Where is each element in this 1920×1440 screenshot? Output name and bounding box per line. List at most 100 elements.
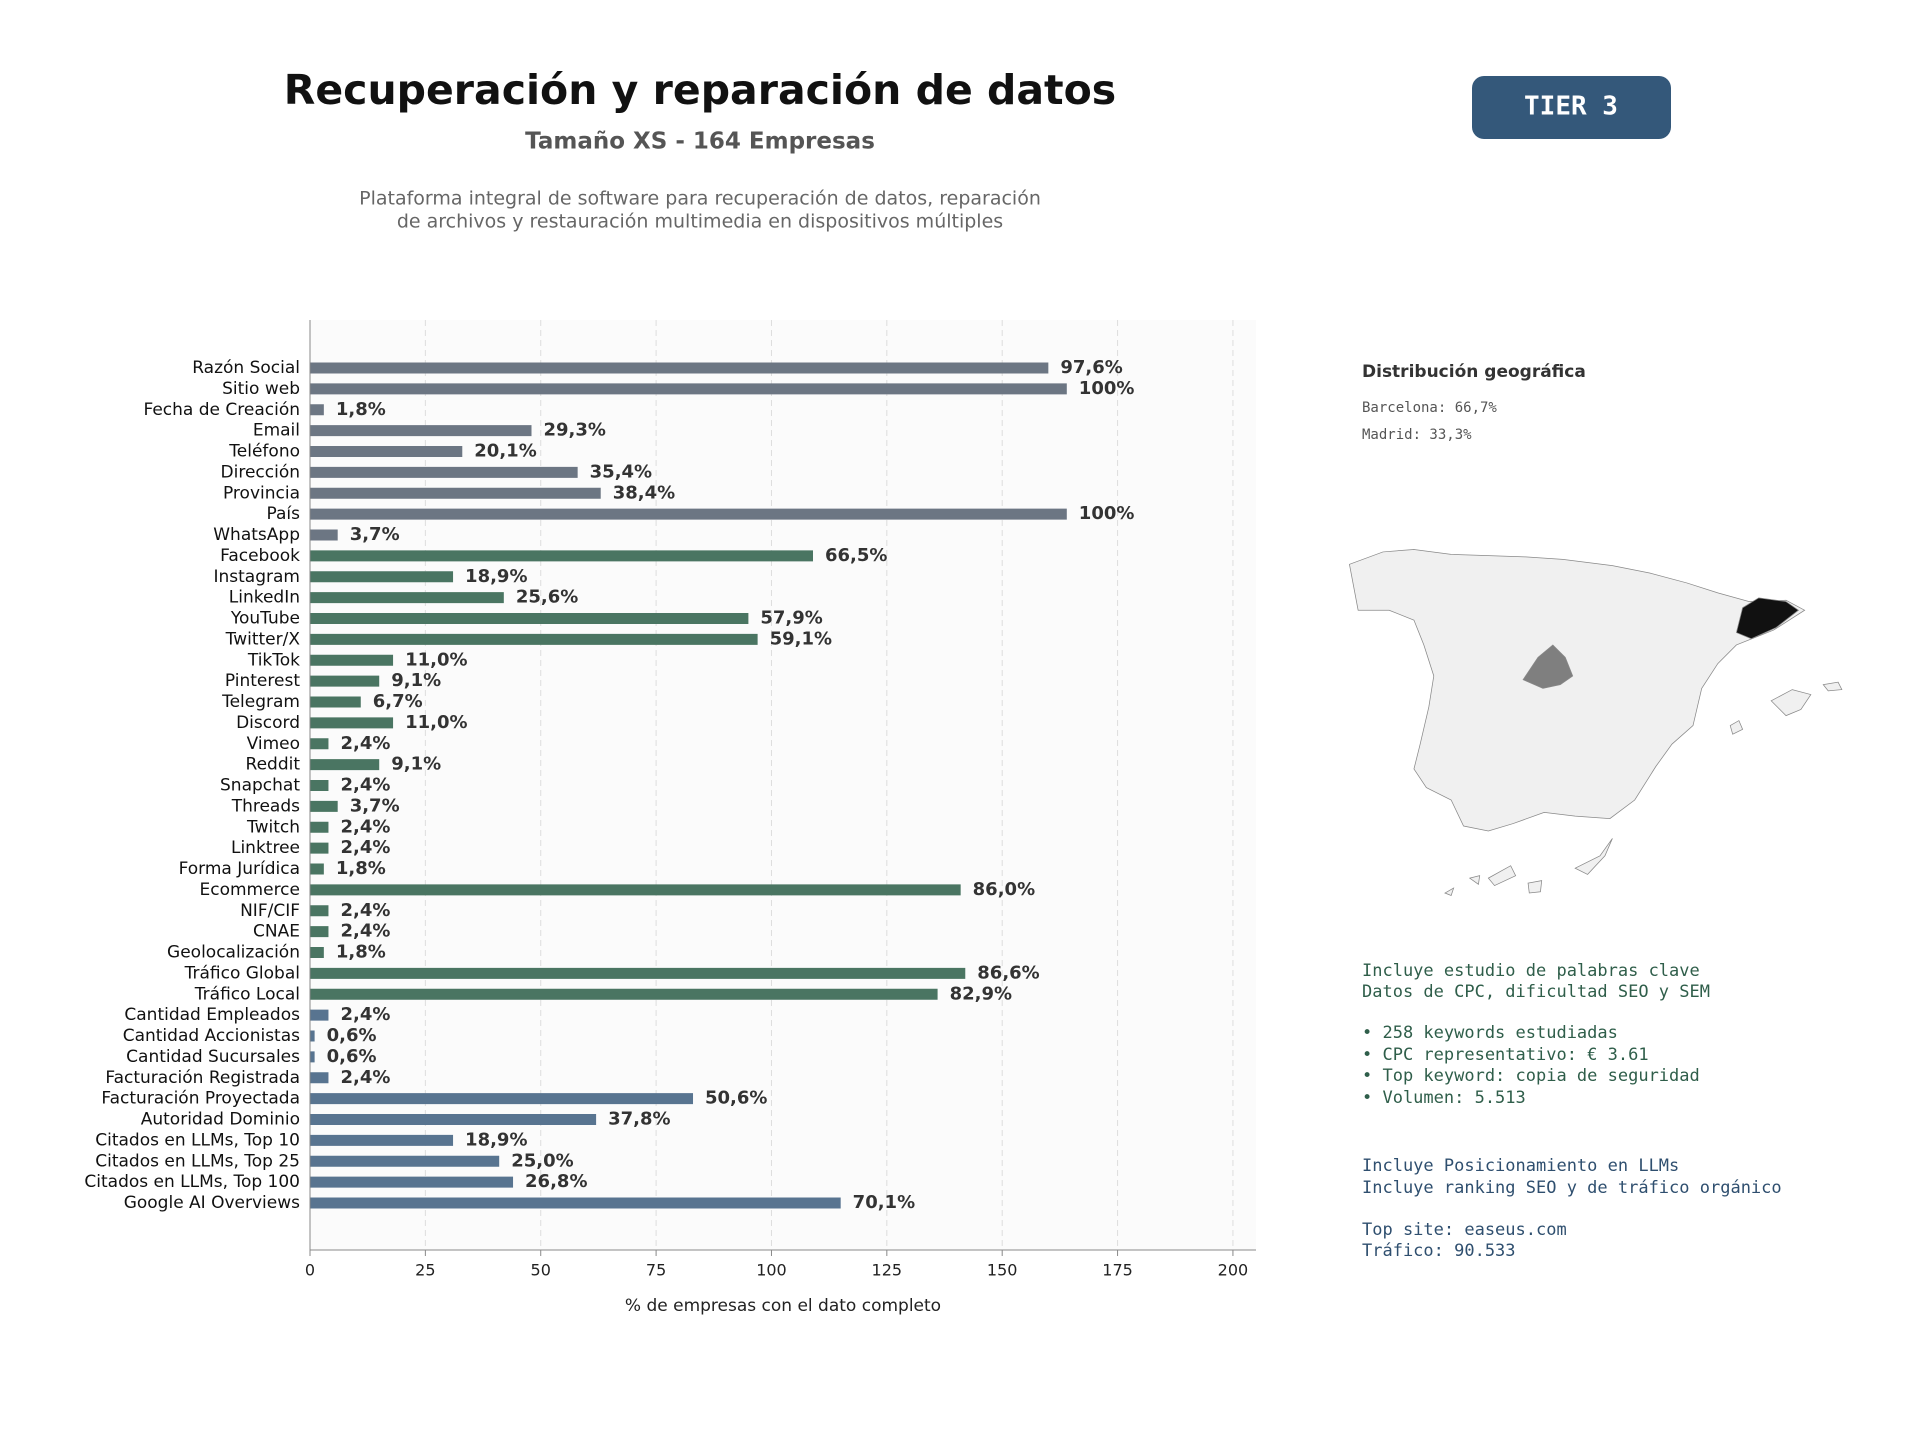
y-tick-label: Forma Jurídica <box>179 859 300 879</box>
value-label: 9,1% <box>391 754 441 775</box>
value-label: 2,4% <box>340 775 390 796</box>
badge-box <box>1472 76 1671 139</box>
y-tick-label: Teléfono <box>228 442 300 462</box>
bar <box>310 1114 597 1125</box>
bar <box>310 1009 329 1021</box>
bar <box>310 821 329 833</box>
x-tick-label: 75 <box>646 1261 666 1280</box>
value-label: 59,1% <box>770 628 832 649</box>
islands <box>1444 838 1613 896</box>
bar <box>310 675 380 687</box>
y-tick-label: Facebook <box>220 546 300 566</box>
y-tick-label: Threads <box>231 796 300 816</box>
y-tick-label: NIF/CIF <box>240 901 300 921</box>
bar <box>310 780 329 791</box>
value-label: 25,6% <box>516 587 578 608</box>
x-axis-label: % de empresas con el dato completo <box>625 1296 941 1316</box>
y-tick-label: Linktree <box>231 838 300 858</box>
bar <box>310 1030 315 1042</box>
bar <box>310 508 1067 520</box>
value-label: 20,1% <box>474 441 536 462</box>
keyword-note: • Top keyword: copia de seguridad <box>1362 1066 1700 1086</box>
y-tick-label: Cantidad Empleados <box>124 1005 300 1025</box>
bar <box>310 905 329 917</box>
keyword-note: • CPC representativo: € 3.61 <box>1362 1045 1649 1065</box>
y-tick-label: Email <box>253 421 300 441</box>
value-label: 29,3% <box>544 420 606 441</box>
bar <box>310 842 329 854</box>
x-tick-label: 50 <box>531 1261 551 1280</box>
y-tick-label: Geolocalización <box>167 943 300 963</box>
value-label: 2,4% <box>340 1004 390 1025</box>
y-tick-label: TikTok <box>247 650 300 670</box>
y-tick-label: Discord <box>236 713 300 733</box>
value-label: 1,8% <box>336 942 386 963</box>
y-tick-label: Telegram <box>221 692 300 712</box>
bar <box>310 383 1067 395</box>
bar <box>310 404 324 416</box>
value-label: 11,0% <box>405 712 467 733</box>
madrid <box>1522 644 1574 689</box>
y-tick-label: Dirección <box>221 462 300 482</box>
y-tick-label: Snapchat <box>220 776 300 796</box>
value-label: 57,9% <box>760 608 822 629</box>
bar <box>310 717 394 729</box>
value-label: 70,1% <box>853 1192 915 1213</box>
bar <box>310 1051 315 1063</box>
value-label: 26,8% <box>525 1171 587 1192</box>
y-tick-label: Twitch <box>246 817 300 837</box>
y-tick-label: Pinterest <box>225 671 300 691</box>
y-tick-label: Google AI Overviews <box>124 1193 300 1213</box>
bar <box>310 1093 694 1105</box>
bar <box>310 1155 500 1167</box>
value-label: 2,4% <box>340 1067 390 1088</box>
bar <box>310 1176 514 1188</box>
bar <box>310 863 324 875</box>
bar <box>310 738 329 750</box>
bar <box>310 800 338 812</box>
bar <box>310 362 1049 374</box>
value-label: 100% <box>1079 503 1135 524</box>
value-label: 100% <box>1079 378 1135 399</box>
y-tick-label: CNAE <box>253 922 300 942</box>
geo-item: Madrid: 33,3% <box>1362 427 1472 443</box>
bar <box>310 613 749 624</box>
x-tick-label: 125 <box>872 1261 903 1280</box>
value-label: 18,9% <box>465 566 527 587</box>
description: de archivos y restauración multimedia en… <box>397 211 1003 233</box>
x-tick-label: 150 <box>987 1261 1018 1280</box>
value-label: 2,4% <box>340 837 390 858</box>
value-label: 82,9% <box>950 983 1012 1004</box>
y-tick-label: Vimeo <box>247 734 300 754</box>
y-tick-label: Twitter/X <box>225 629 301 649</box>
bar <box>310 425 532 437</box>
value-label: 2,4% <box>340 921 390 942</box>
value-label: 3,7% <box>350 795 400 816</box>
badge: TIER 3 <box>1524 92 1618 122</box>
y-tick-label: Autoridad Dominio <box>141 1110 300 1130</box>
llm-note: Incluye Posicionamiento en LLMs <box>1362 1156 1679 1176</box>
y-tick-label: Ecommerce <box>200 880 301 900</box>
y-tick-label: Citados en LLMs, Top 25 <box>95 1151 300 1171</box>
x-tick-label: 25 <box>415 1261 435 1280</box>
bar <box>310 633 758 645</box>
barcelona <box>1735 597 1800 640</box>
value-label: 86,0% <box>973 879 1035 900</box>
y-tick-label: Cantidad Sucursales <box>126 1047 300 1067</box>
y-tick-label: País <box>267 504 301 524</box>
value-label: 97,6% <box>1060 357 1122 378</box>
y-tick-label: Tráfico Local <box>194 984 300 1004</box>
bar <box>310 1072 329 1084</box>
islands <box>1729 681 1843 735</box>
bar <box>310 571 454 583</box>
value-label: 1,8% <box>336 399 386 420</box>
y-tick-label: Tráfico Global <box>184 963 300 983</box>
y-tick-label: YouTube <box>230 609 300 629</box>
y-tick-label: Fecha de Creación <box>143 400 300 420</box>
subtitle: Tamaño XS - 164 Empresas <box>525 129 875 155</box>
value-label: 0,6% <box>327 1046 377 1067</box>
bar <box>310 926 329 938</box>
y-tick-label: Razón Social <box>192 358 300 378</box>
x-tick-label: 200 <box>1218 1261 1249 1280</box>
bar <box>310 696 361 708</box>
